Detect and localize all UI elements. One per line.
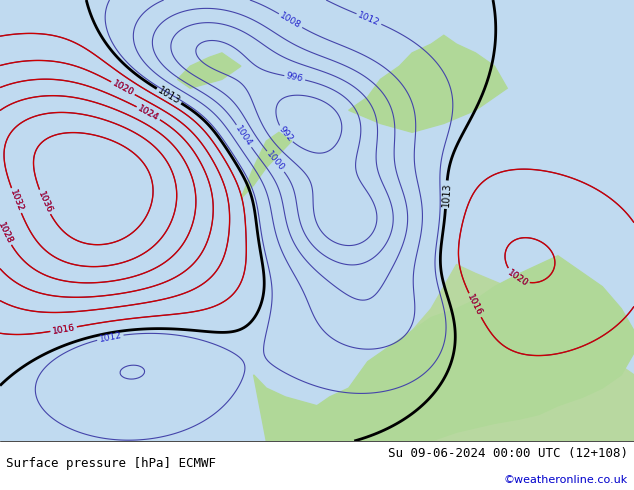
Text: 1020: 1020 xyxy=(111,79,135,98)
Text: 1024: 1024 xyxy=(136,103,160,122)
Text: 1000: 1000 xyxy=(265,150,287,173)
Text: 1020: 1020 xyxy=(505,268,529,288)
Text: 996: 996 xyxy=(285,72,304,84)
Polygon shape xyxy=(349,35,507,132)
Text: 1016: 1016 xyxy=(51,323,75,336)
Text: 1013: 1013 xyxy=(441,182,452,207)
Polygon shape xyxy=(266,265,634,441)
Text: 1024: 1024 xyxy=(136,103,160,122)
Polygon shape xyxy=(254,256,634,441)
Text: 992: 992 xyxy=(276,125,294,144)
Text: Su 09-06-2024 00:00 UTC (12+108): Su 09-06-2024 00:00 UTC (12+108) xyxy=(387,447,628,460)
Text: 1036: 1036 xyxy=(36,190,53,215)
Text: 1032: 1032 xyxy=(8,188,25,213)
Text: 1032: 1032 xyxy=(8,188,25,213)
Polygon shape xyxy=(241,132,292,198)
Text: 1008: 1008 xyxy=(278,11,302,30)
Text: 1016: 1016 xyxy=(51,323,75,336)
Text: 1004: 1004 xyxy=(234,124,254,148)
Text: 1036: 1036 xyxy=(36,190,53,215)
Text: Surface pressure [hPa] ECMWF: Surface pressure [hPa] ECMWF xyxy=(6,457,216,469)
Text: 1020: 1020 xyxy=(111,79,135,98)
Text: 1016: 1016 xyxy=(465,293,484,318)
Text: 1013: 1013 xyxy=(156,85,182,106)
Polygon shape xyxy=(178,53,241,88)
Polygon shape xyxy=(266,441,634,463)
Text: 1012: 1012 xyxy=(98,331,122,344)
Text: 1020: 1020 xyxy=(505,268,529,288)
Text: 1012: 1012 xyxy=(357,10,381,27)
Text: 1028: 1028 xyxy=(0,221,14,245)
Text: ©weatheronline.co.uk: ©weatheronline.co.uk xyxy=(503,475,628,485)
Text: 1028: 1028 xyxy=(0,221,14,245)
Text: 1016: 1016 xyxy=(465,293,484,318)
